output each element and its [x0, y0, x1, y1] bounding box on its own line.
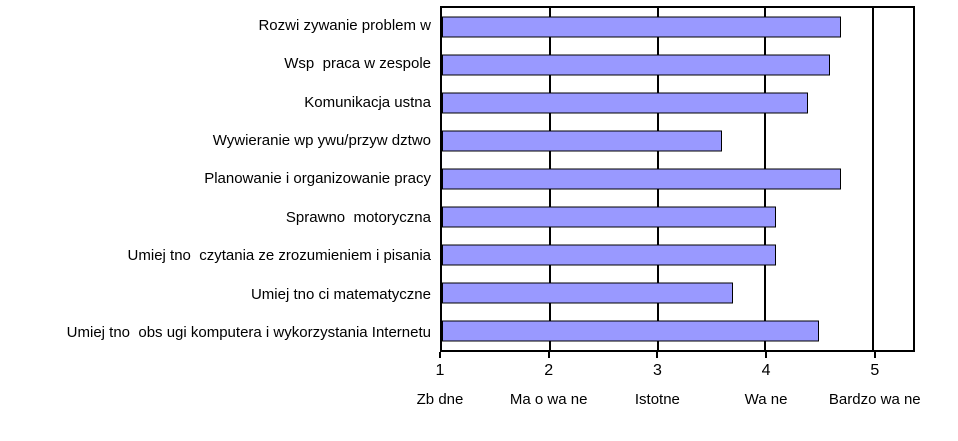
bar: [442, 168, 841, 190]
bar: [442, 92, 809, 114]
x-axis-ticks: [439, 352, 915, 359]
gridline: [872, 8, 875, 350]
x-axis-numbers: 1 2 3 4 5: [436, 359, 915, 383]
x-axis-tick-label: 5: [870, 362, 880, 379]
category-label: Komunikacja ustna: [304, 93, 431, 111]
x-axis-tick-mark: [656, 352, 659, 358]
category-label: Umiej tno ci matematyczne: [250, 285, 431, 303]
bar: [442, 206, 777, 228]
bar: [442, 282, 733, 304]
bar: [442, 320, 820, 342]
x-axis-tick-label: 1: [435, 362, 445, 379]
category-label: Umiej tno obs ugi komputera i wykorzysta…: [66, 324, 431, 342]
x-axis-category-name: Istotne: [634, 391, 680, 408]
category-label: Umiej tno czytania ze zrozumieniem i pis…: [127, 247, 431, 265]
x-axis-category-name: Wa ne: [744, 391, 788, 408]
x-axis-tick-mark: [547, 352, 550, 358]
category-label: Wywieranie wp ywu/przyw dztwo: [212, 132, 431, 150]
x-axis-category-name: Ma o wa ne: [509, 391, 588, 408]
x-axis-tick-mark: [439, 352, 441, 358]
x-axis-category-name: Zb dne: [416, 391, 464, 408]
bar: [442, 130, 723, 152]
x-axis-tick-label: 2: [544, 362, 554, 379]
category-axis: Rozwi zywanie problem w Wsp praca w zespo…: [0, 6, 440, 352]
x-axis-tick-label: 3: [652, 362, 662, 379]
category-label: Wsp praca w zespole: [284, 55, 431, 73]
bar: [442, 16, 841, 38]
category-label: Rozwi zywanie problem w: [258, 16, 431, 34]
x-axis-tick-mark: [873, 352, 876, 358]
x-axis-tick-label: 4: [761, 362, 771, 379]
x-axis-tick-mark: [765, 352, 768, 358]
plot-area: [440, 6, 915, 352]
category-label: Sprawno motoryczna: [285, 208, 431, 226]
bar: [442, 244, 777, 266]
chart-body: Rozwi zywanie problem w Wsp praca w zespo…: [0, 6, 958, 352]
category-label: Planowanie i organizowanie pracy: [204, 170, 431, 188]
bar: [442, 54, 830, 76]
x-axis-category-names: Zb dne Ma o wa ne Istotne Wa ne Bardzo wa ne: [417, 383, 921, 411]
x-axis-category-name: Bardzo wa ne: [828, 391, 921, 408]
